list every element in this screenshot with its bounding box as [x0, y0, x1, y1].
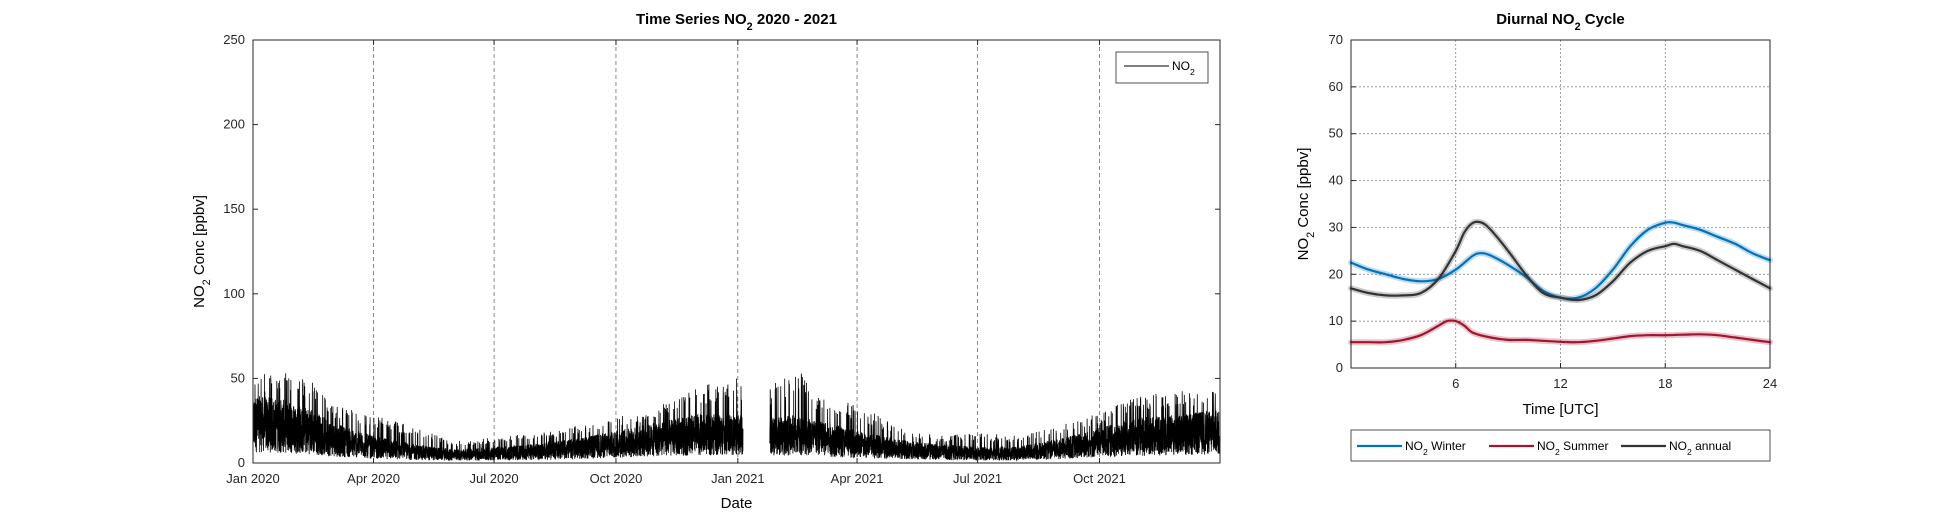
time-series-x-tick-label: Apr 2020 [347, 471, 400, 486]
diurnal-x-axis-label: Time [UTC] [1522, 401, 1598, 418]
diurnal-y-axis-label: NO2 Conc [ppbv] [1295, 148, 1317, 261]
time-series-x-tick-label: Jan 2021 [711, 471, 765, 486]
diurnal-x-tick-label: 12 [1553, 376, 1567, 391]
time-series-title: Time Series NO2 2020 - 2021 [636, 11, 837, 33]
diurnal-y-tick-label: 20 [1329, 266, 1343, 281]
time-series-x-tick-label: Jan 2020 [226, 471, 280, 486]
diurnal-panel: 6 12 18 24 0 10 20 30 40 50 60 70 Diurnal NO2 Cycle… [1295, 11, 1778, 462]
diurnal-y-tick-label: 30 [1329, 219, 1343, 234]
diurnal-y-tick-label: 50 [1329, 126, 1343, 141]
diurnal-x-tick-label: 24 [1763, 376, 1777, 391]
time-series-y-axis-label: NO2 Conc [ppbv] [191, 195, 213, 308]
diurnal-title: Diurnal NO2 Cycle [1496, 11, 1625, 33]
diurnal-x-tick-label: 6 [1452, 376, 1459, 391]
diurnal-summer-line [1349, 319, 1772, 344]
time-series-y-tick-label: 50 [231, 370, 245, 385]
diurnal-legend: NO2 Winter NO2 Summer NO2 annual [1350, 429, 1771, 462]
diurnal-x-tick-label: 18 [1658, 376, 1672, 391]
time-series-legend: NO2 [1115, 51, 1209, 84]
diurnal-y-tick-label: 40 [1329, 173, 1343, 188]
time-series-y-tick-label: 150 [223, 201, 245, 216]
time-series-ticks: Jan 2020 Apr 2020 Jul 2020 Oct 2020 Jan 2021… [223, 32, 1220, 486]
diurnal-grid [1351, 40, 1770, 368]
diurnal-ticks: 6 12 18 24 0 10 20 30 40 50 60 70 [1329, 32, 1778, 391]
diurnal-y-tick-label: 60 [1329, 79, 1343, 94]
diurnal-y-tick-label: 10 [1329, 313, 1343, 328]
time-series-x-tick-label: Jul 2021 [953, 471, 1002, 486]
time-series-x-tick-label: Oct 2020 [590, 471, 643, 486]
diurnal-legend-label-winter: NO2 Winter [1405, 439, 1466, 457]
diurnal-y-tick-label: 70 [1329, 32, 1343, 47]
diurnal-y-tick-label: 0 [1336, 360, 1343, 375]
time-series-axes-box [252, 39, 1221, 464]
time-series-grid [373, 40, 1100, 463]
diurnal-annual-line [1349, 220, 1772, 302]
time-series-y-tick-label: 100 [223, 286, 245, 301]
diurnal-legend-label-annual: NO2 annual [1669, 439, 1731, 457]
time-series-y-tick-label: 250 [223, 32, 245, 47]
diurnal-series-lines [1348, 218, 1773, 346]
diurnal-legend-box [1350, 429, 1771, 462]
time-series-x-tick-label: Oct 2021 [1073, 471, 1126, 486]
no2-time-series-line [252, 373, 1221, 462]
time-series-legend-label: NO2 [1172, 59, 1195, 77]
time-series-y-tick-label: 200 [223, 117, 245, 132]
time-series-x-tick-label: Jul 2020 [470, 471, 519, 486]
time-series-x-axis-label: Date [721, 495, 753, 512]
time-series-x-tick-label: Apr 2021 [831, 471, 884, 486]
time-series-y-tick-label: 0 [238, 455, 245, 470]
diurnal-legend-label-summer: NO2 Summer [1537, 439, 1608, 457]
time-series-panel: Jan 2020 Apr 2020 Jul 2020 Oct 2020 Jan 2021… [191, 11, 1221, 512]
time-series-legend-box [1115, 51, 1209, 84]
